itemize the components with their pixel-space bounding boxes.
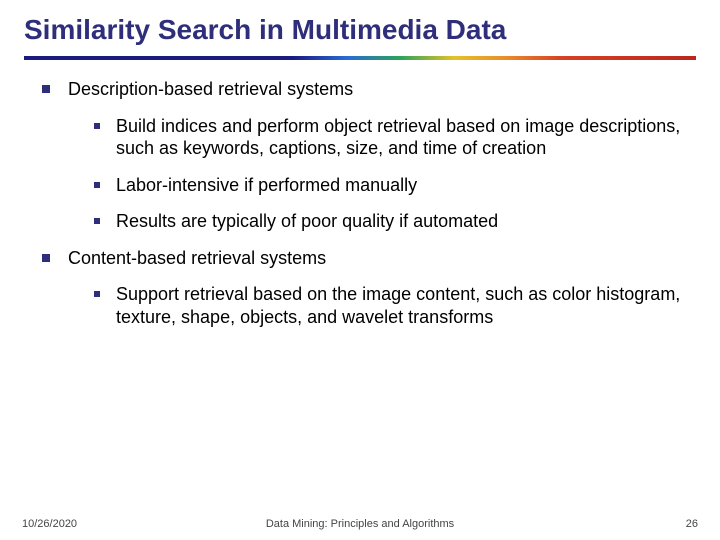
list-item: Labor-intensive if performed manually [94, 174, 696, 197]
list-item-text: Build indices and perform object retriev… [116, 115, 696, 160]
list-item-text: Description-based retrieval systems [68, 78, 696, 101]
list-item: Content-based retrieval systems [42, 247, 696, 270]
list-item-text: Labor-intensive if performed manually [116, 174, 696, 197]
slide-footer: 10/26/2020 Data Mining: Principles and A… [0, 518, 720, 530]
bullet-icon [42, 85, 50, 93]
slide: Similarity Search in Multimedia Data Des… [0, 0, 720, 540]
bullet-icon [42, 254, 50, 262]
list-item: Build indices and perform object retriev… [94, 115, 696, 160]
list-item-text: Content-based retrieval systems [68, 247, 696, 270]
bullet-icon [94, 291, 100, 297]
title-divider [24, 56, 696, 60]
footer-date: 10/26/2020 [22, 518, 77, 530]
bullet-icon [94, 123, 100, 129]
slide-title: Similarity Search in Multimedia Data [24, 14, 696, 46]
footer-page-number: 26 [686, 518, 698, 530]
list-item: Description-based retrieval systems [42, 78, 696, 101]
list-item-text: Support retrieval based on the image con… [116, 283, 696, 328]
list-item: Support retrieval based on the image con… [94, 283, 696, 328]
slide-content: Description-based retrieval systems Buil… [24, 78, 696, 328]
list-item-text: Results are typically of poor quality if… [116, 210, 696, 233]
list-item: Results are typically of poor quality if… [94, 210, 696, 233]
bullet-icon [94, 182, 100, 188]
bullet-icon [94, 218, 100, 224]
footer-center: Data Mining: Principles and Algorithms [266, 518, 454, 530]
